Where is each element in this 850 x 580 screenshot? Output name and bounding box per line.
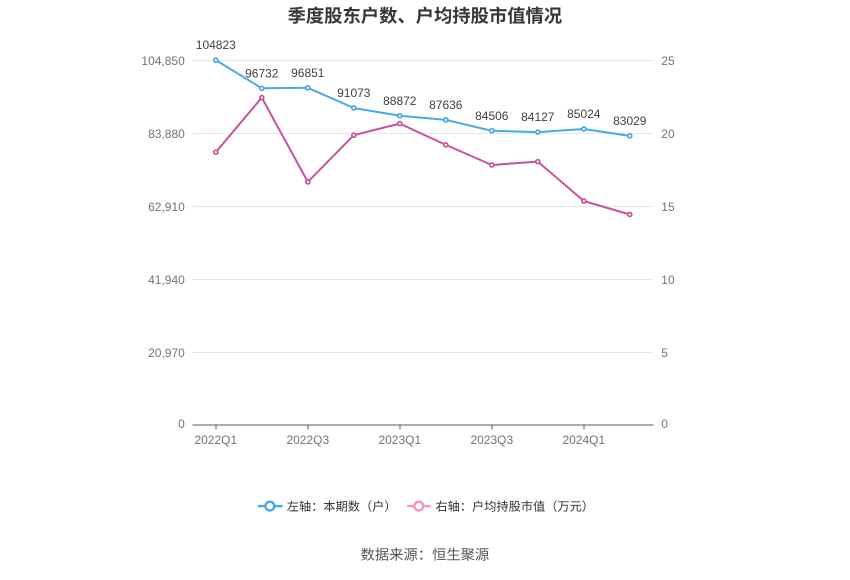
svg-text:20: 20 [661,127,675,141]
svg-text:62,910: 62,910 [148,200,185,214]
svg-text:25: 25 [661,54,675,68]
svg-text:84127: 84127 [521,110,555,124]
svg-text:2023Q1: 2023Q1 [378,433,421,447]
svg-text:2022Q3: 2022Q3 [286,433,329,447]
svg-text:96851: 96851 [291,66,325,80]
svg-text:10: 10 [661,273,675,287]
svg-text:96732: 96732 [245,66,279,80]
svg-text:2022Q1: 2022Q1 [194,433,237,447]
svg-text:85024: 85024 [567,107,601,121]
svg-text:91073: 91073 [337,86,371,100]
svg-text:41,940: 41,940 [148,273,185,287]
svg-text:15: 15 [661,200,675,214]
svg-text:104823: 104823 [196,38,236,52]
svg-text:104,850: 104,850 [141,54,185,68]
svg-text:2023Q3: 2023Q3 [470,433,513,447]
svg-text:83,880: 83,880 [148,127,185,141]
svg-text:20,970: 20,970 [148,346,185,360]
svg-text:84506: 84506 [475,109,509,123]
svg-text:83029: 83029 [613,114,647,128]
svg-text:2024Q1: 2024Q1 [562,433,605,447]
svg-text:0: 0 [661,417,668,431]
svg-text:0: 0 [178,417,185,431]
svg-text:88872: 88872 [383,94,417,108]
svg-text:5: 5 [661,346,668,360]
svg-text:87636: 87636 [429,98,463,112]
